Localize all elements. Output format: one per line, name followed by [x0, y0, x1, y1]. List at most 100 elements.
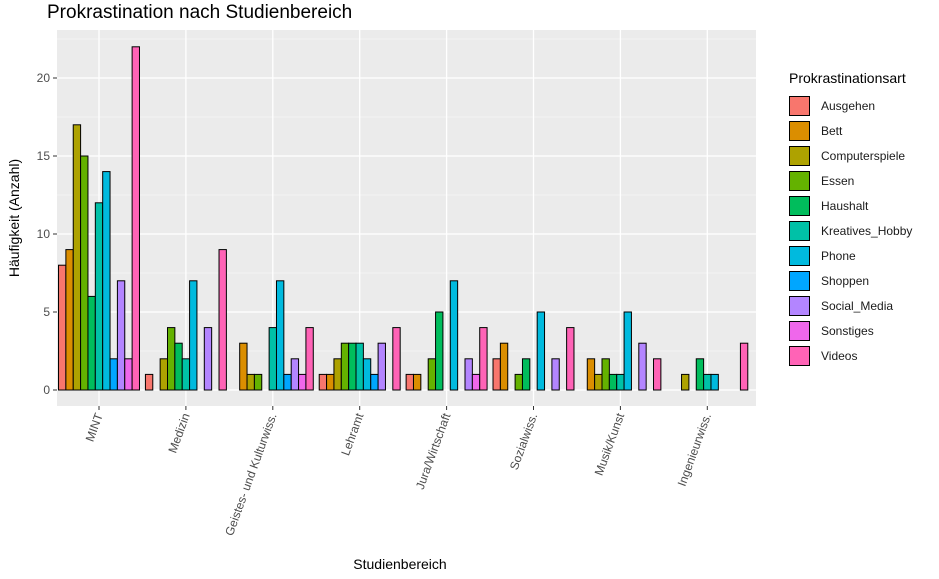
legend-label: Videos: [821, 348, 858, 363]
legend-item: Social_Media: [789, 293, 893, 318]
x-tick-label: Musik/Kunst: [592, 411, 628, 478]
bar: [218, 249, 227, 391]
bar: [246, 373, 255, 391]
bar: [608, 373, 618, 391]
bar: [326, 373, 335, 391]
bars: [58, 46, 749, 391]
bar: [594, 373, 603, 391]
bar: [471, 373, 481, 391]
bar: [566, 327, 575, 391]
bar: [167, 327, 176, 391]
x-tick-label: Sozialwiss.: [507, 411, 540, 472]
bar: [102, 171, 111, 391]
legend-label: Sonstiges: [821, 323, 874, 338]
bar: [340, 342, 350, 391]
bar: [616, 373, 625, 391]
x-tick-label: MINT: [83, 411, 106, 444]
x-tick-label: Jura/Wirtschaft: [413, 411, 454, 492]
legend-label: Computerspiele: [821, 148, 906, 163]
plot-panel: [57, 30, 756, 406]
bar: [283, 373, 292, 391]
bar: [65, 249, 74, 391]
legend-label: Ausgehen: [821, 98, 876, 113]
bar: [536, 311, 546, 391]
bar: [333, 358, 342, 391]
bar: [253, 373, 263, 391]
legend-item: Videos: [789, 343, 857, 368]
bar: [695, 358, 705, 391]
x-axis-label: Studienbereich: [353, 556, 447, 572]
bar: [290, 358, 300, 391]
legend-item: Sonstiges: [789, 318, 874, 343]
legend-swatch: [789, 120, 810, 141]
legend-label: Essen: [821, 173, 855, 188]
bar: [551, 358, 560, 391]
legend-swatch: [789, 320, 810, 341]
bar: [405, 373, 414, 391]
bar: [739, 342, 749, 391]
legend-item: Shoppen: [789, 268, 869, 293]
bar: [318, 373, 328, 391]
bar: [159, 358, 168, 391]
bar: [189, 280, 198, 391]
y-tick-label: 5: [43, 305, 50, 319]
legend-item: Ausgehen: [789, 93, 875, 118]
legend-item: Kreatives_Hobby: [789, 218, 912, 243]
bar: [72, 124, 82, 391]
bar: [87, 295, 96, 391]
bar: [681, 373, 690, 391]
bar: [427, 358, 437, 391]
bar: [464, 358, 473, 391]
legend-swatch: [789, 95, 810, 116]
bar: [239, 342, 248, 391]
bar: [348, 342, 357, 391]
bar: [174, 342, 183, 391]
bar: [601, 358, 610, 391]
bar: [58, 264, 67, 391]
bar: [94, 202, 104, 391]
bar: [80, 155, 89, 391]
bar: [109, 358, 118, 391]
bar: [377, 342, 386, 391]
y-tick-label: 10: [37, 227, 51, 241]
chart-title: Prokrastination nach Studienbereich: [47, 2, 353, 23]
bar: [392, 327, 401, 391]
bar: [370, 373, 379, 391]
legend-swatch: [789, 170, 810, 191]
legend-swatch: [789, 195, 810, 216]
bar: [355, 342, 364, 391]
x-tick-label: Geistes- und Kulturwiss.: [222, 411, 279, 537]
x-tick-label: Medizin: [165, 411, 192, 455]
y-tick-label: 0: [43, 383, 50, 397]
y-tick-label: 15: [37, 149, 51, 163]
bar: [275, 280, 285, 391]
bar: [479, 327, 488, 391]
x-axis: MINT Medizin Geistes- und Kulturwiss. Lehra…: [83, 406, 714, 538]
legend-label: Phone: [821, 248, 856, 263]
bar: [499, 342, 509, 391]
bar: [144, 373, 154, 391]
legend-title: Prokrastinationsart: [789, 70, 906, 86]
legend-item: Computerspiele: [789, 143, 905, 168]
y-axis: 0 5 10 15 20: [37, 71, 57, 397]
bar: [435, 311, 444, 391]
x-tick-label: Ingenieurwiss.: [675, 411, 714, 488]
bar: [492, 358, 501, 391]
legend-label: Social_Media: [821, 298, 894, 313]
legend-label: Shoppen: [821, 273, 870, 288]
y-axis-label: Häufigkeit (Anzahl): [6, 159, 22, 277]
legend-item: Essen: [789, 168, 854, 193]
legend-label: Haushalt: [821, 198, 869, 213]
legend-item: Haushalt: [789, 193, 868, 218]
legend-item: Bett: [789, 118, 842, 143]
legend-swatch: [789, 345, 810, 366]
legend-label: Kreatives_Hobby: [821, 223, 913, 238]
bar: [412, 373, 422, 391]
bar: [521, 358, 531, 391]
bar: [703, 373, 712, 391]
bar: [623, 311, 632, 391]
legend-label: Bett: [821, 123, 843, 138]
legend-swatch: [789, 295, 810, 316]
legend-swatch: [789, 220, 810, 241]
